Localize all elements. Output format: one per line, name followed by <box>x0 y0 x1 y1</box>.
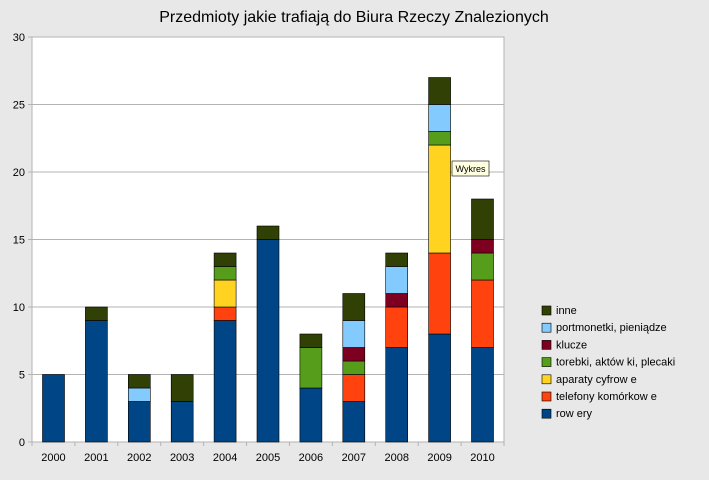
legend-label: klucze <box>556 339 587 351</box>
x-tick-label: 2008 <box>384 452 408 464</box>
legend-swatch <box>541 357 552 367</box>
x-tick-label: 2000 <box>41 452 65 464</box>
bars <box>42 77 494 443</box>
tooltip-box <box>451 160 490 177</box>
x-tick-label: 2009 <box>427 452 451 464</box>
bar-segment <box>471 198 494 240</box>
legend-swatch <box>541 305 552 316</box>
bar-segment <box>428 131 451 146</box>
bar-segment <box>428 252 451 335</box>
legend-swatch <box>541 340 552 350</box>
bar-segment <box>471 252 494 281</box>
bar-segment <box>385 347 409 443</box>
bar-segment <box>213 320 237 443</box>
bar-segment <box>471 347 494 443</box>
bar-segment <box>385 306 409 348</box>
x-tick-label: 2002 <box>127 452 151 464</box>
bar-segment <box>213 252 237 267</box>
bar-segment <box>42 374 65 443</box>
bar-segment <box>385 266 409 294</box>
legend-label: telefony komórkow e <box>556 391 657 403</box>
x-tick-label: 2010 <box>470 452 494 464</box>
legend-label: row ery <box>556 408 593 420</box>
bar-segment <box>428 77 451 105</box>
x-tick-label: 2004 <box>213 452 237 464</box>
bar-segment <box>428 104 451 132</box>
chart-title: Przedmioty jakie trafiają do Biura Rzecz… <box>159 9 549 26</box>
bar-segment <box>385 252 409 267</box>
tooltip-text: Wykres <box>456 164 486 174</box>
legend-swatch <box>541 322 552 333</box>
bar-segment <box>299 333 323 348</box>
bar-segment <box>428 333 451 443</box>
bar-segment <box>256 239 280 443</box>
bar-segment <box>128 374 151 389</box>
bar-segment <box>342 360 366 375</box>
bar-segment <box>342 347 366 362</box>
legend-label: inne <box>556 305 577 317</box>
y-tick-label: 5 <box>19 370 25 382</box>
bar-segment <box>342 401 366 443</box>
x-tick-label: 2005 <box>256 452 280 464</box>
bar-segment <box>128 387 151 402</box>
y-tick-label: 20 <box>13 167 25 179</box>
legend-swatch <box>541 408 552 419</box>
y-tick-label: 10 <box>13 302 25 314</box>
x-tick-label: 2007 <box>342 452 366 464</box>
bar-segment <box>471 239 494 254</box>
bar-segment <box>256 225 280 240</box>
bar-segment <box>170 374 194 402</box>
y-tick-label: 25 <box>13 100 25 112</box>
bar-segment <box>213 306 237 321</box>
bar-segment <box>128 401 151 443</box>
y-tick-label: 15 <box>13 235 25 247</box>
bar-segment <box>299 387 323 443</box>
bar-segment <box>428 144 451 254</box>
tooltip: Wykres <box>451 160 490 177</box>
bar-segment <box>213 279 237 308</box>
y-tick-label: 0 <box>19 437 25 449</box>
bar-segment <box>213 266 237 281</box>
bar-segment <box>170 401 194 443</box>
legend: inne portmonetki, pieniądze klucze torebki,… <box>541 305 675 420</box>
legend-swatch <box>541 374 552 385</box>
bar-segment <box>299 347 323 389</box>
bar-segment <box>385 293 409 308</box>
x-tick-label: 2006 <box>299 452 323 464</box>
legend-label: portmonetki, pieniądze <box>556 322 667 334</box>
x-tick-label: 2001 <box>84 452 108 464</box>
legend-label: torebki, aktów ki, plecaki <box>556 357 675 369</box>
bar-segment <box>85 320 108 443</box>
legend-swatch <box>541 391 552 402</box>
bar-segment <box>471 279 494 348</box>
bar-segment <box>342 374 366 402</box>
axes: 0 5 10 15 20 25 30 2000 2001 2002 2003 2004 2005 2006… <box>13 32 505 464</box>
bar-segment <box>85 306 108 321</box>
legend-label: aparaty cyfrow e <box>556 374 637 386</box>
bar-segment <box>342 293 366 321</box>
x-tick-label: 2003 <box>170 452 194 464</box>
y-tick-label: 30 <box>13 32 25 44</box>
bar-segment <box>342 320 366 348</box>
